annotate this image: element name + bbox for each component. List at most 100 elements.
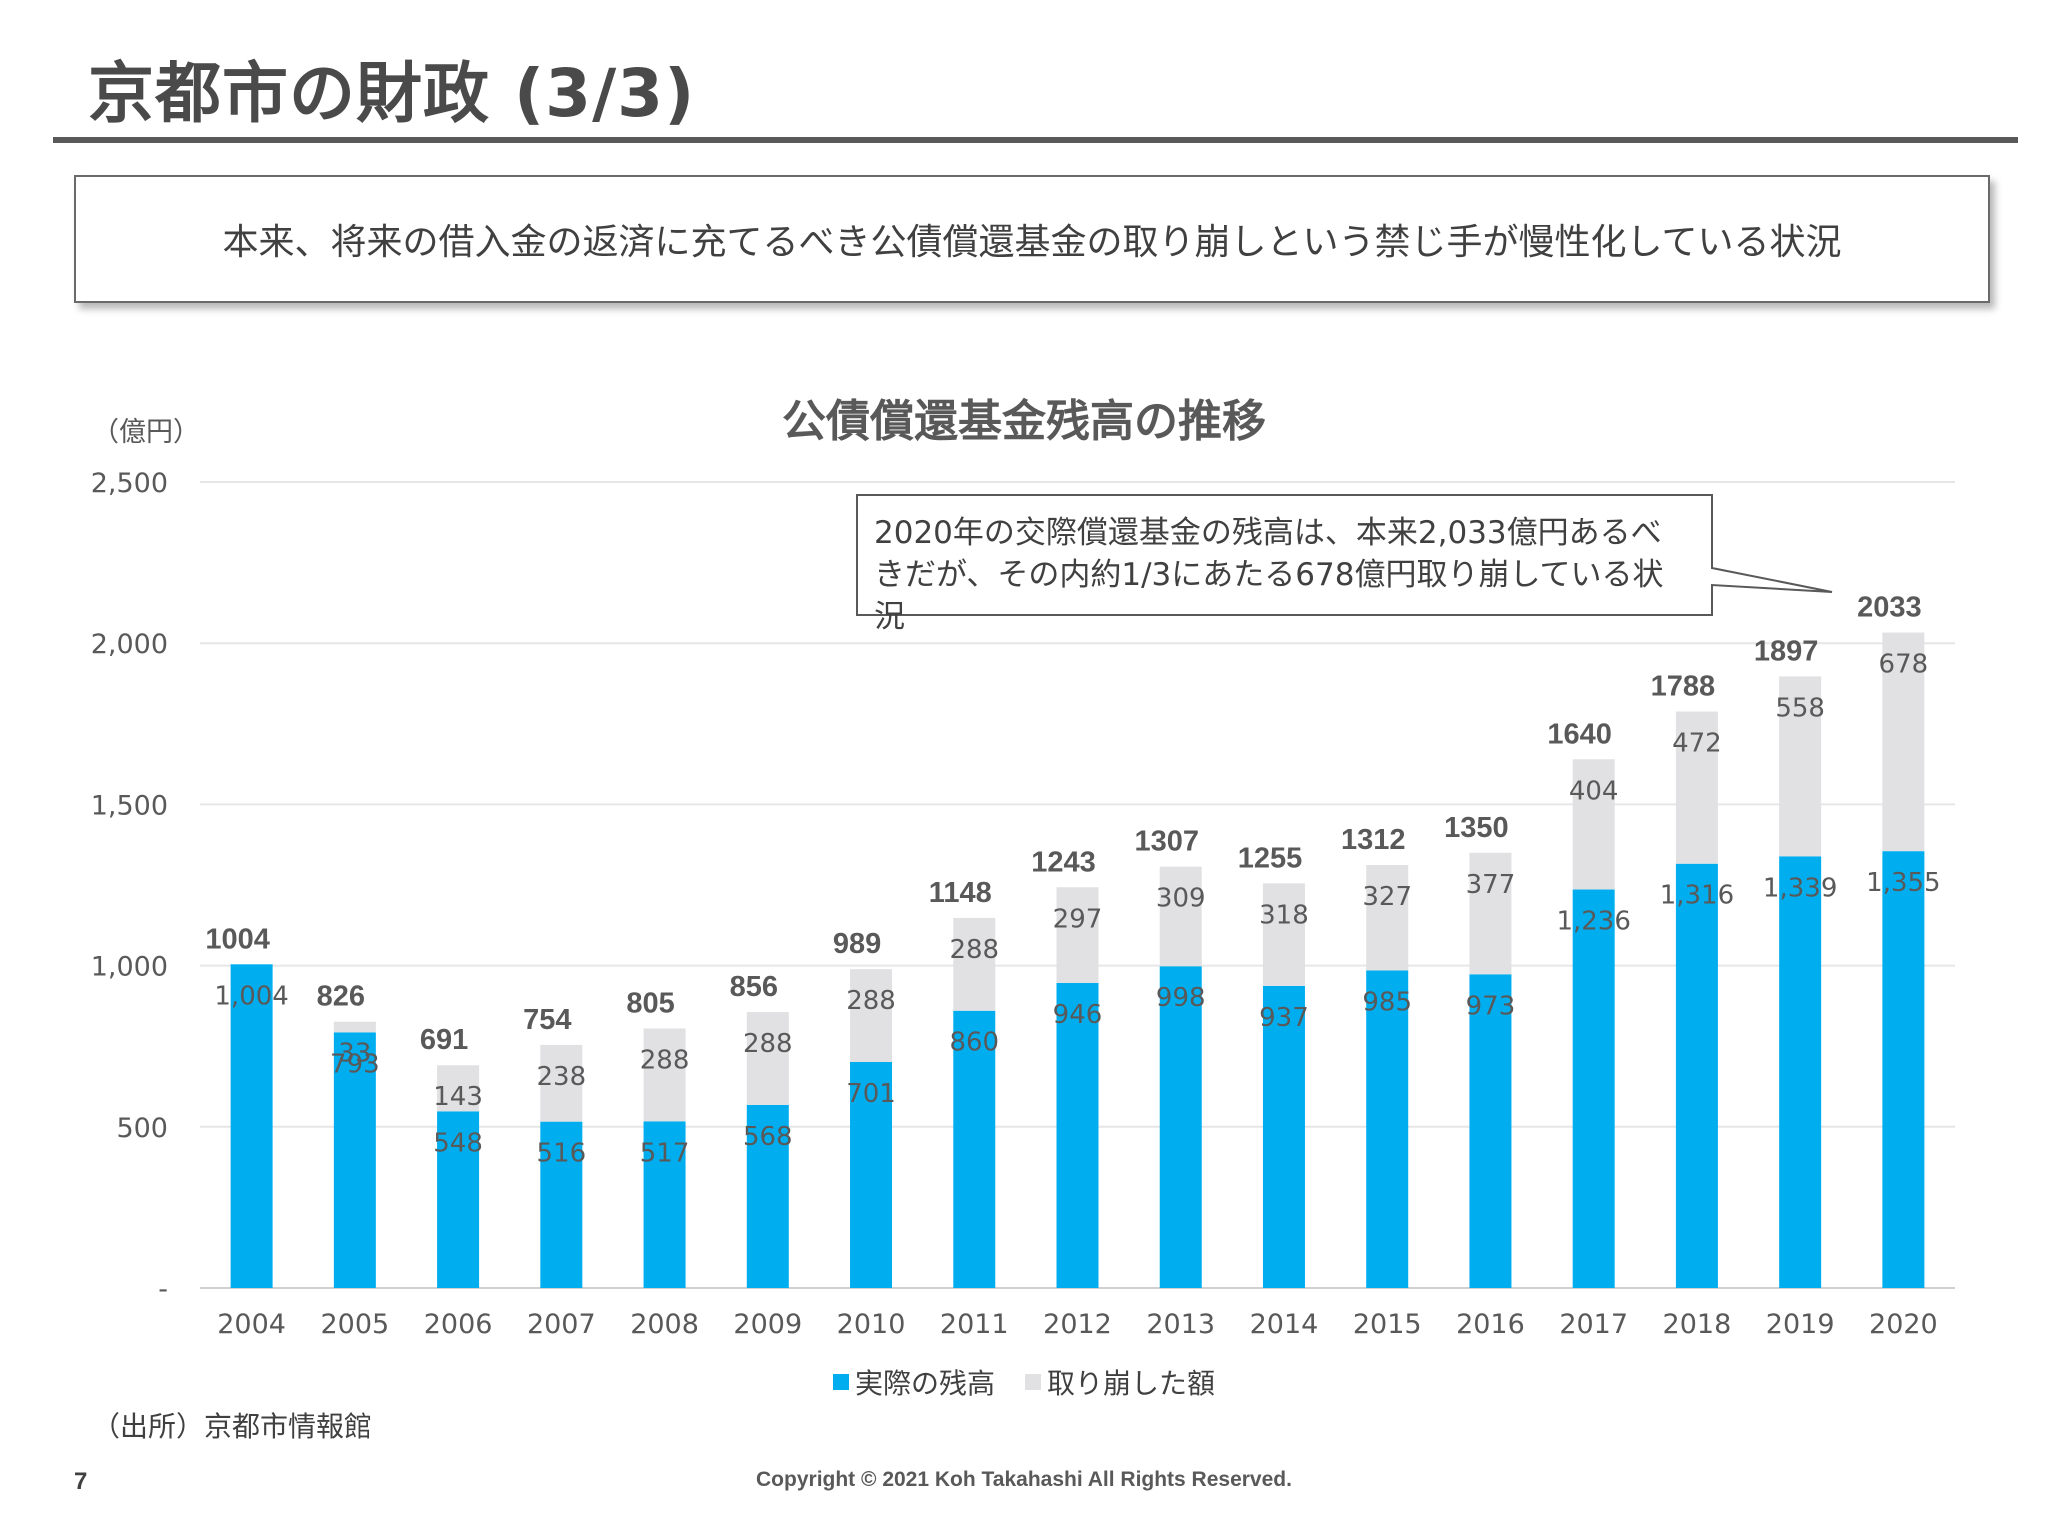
- source-note: （出所）京都市情報館: [92, 1410, 373, 1443]
- data-label-total-2018: 1788: [1651, 671, 1716, 703]
- data-label-withdrawn-2011: 288: [949, 935, 999, 965]
- x-tick-label-2004: 2004: [217, 1309, 286, 1340]
- data-label-actual-2014: 937: [1259, 1003, 1309, 1033]
- legend-label-withdrawn: 取り崩した額: [1047, 1367, 1216, 1400]
- bar-actual-2010: [850, 1061, 893, 1288]
- callout-text: 2020年の交際償還基金の残高は、本来2,033億円あるべ きだが、その内約1/…: [874, 512, 1694, 638]
- data-label-total-2010: 989: [833, 928, 881, 960]
- bar-actual-2015: [1366, 970, 1409, 1288]
- bar-withdrawn-2018: [1675, 711, 1718, 864]
- bar-actual-2016: [1469, 974, 1512, 1288]
- data-label-actual-2007: 516: [537, 1139, 587, 1169]
- data-label-total-2014: 1255: [1238, 842, 1303, 874]
- x-tick-label-2011: 2011: [940, 1309, 1009, 1340]
- data-label-actual-2015: 985: [1362, 987, 1412, 1017]
- data-label-withdrawn-2009: 288: [743, 1029, 793, 1059]
- bar-withdrawn-2016: [1469, 852, 1512, 975]
- y-tick-label: 2,000: [91, 629, 168, 660]
- callout-bubble: [856, 494, 1833, 616]
- data-label-withdrawn-2006: 143: [433, 1082, 483, 1112]
- data-label-total-2008: 805: [626, 987, 674, 1019]
- copyright-notice: Copyright © 2021 Koh Takahashi All Right…: [756, 1468, 1292, 1491]
- x-tick-label-2010: 2010: [837, 1309, 906, 1340]
- bar-withdrawn-2009: [746, 1012, 789, 1105]
- x-tick-label-2013: 2013: [1146, 1309, 1215, 1340]
- data-label-withdrawn-2014: 318: [1259, 900, 1309, 930]
- y-tick-label: 1,000: [91, 952, 168, 983]
- data-label-total-2005: 826: [317, 981, 365, 1013]
- data-label-withdrawn-2008: 288: [640, 1045, 690, 1075]
- x-tick-label-2019: 2019: [1766, 1309, 1835, 1340]
- x-tick-label-2017: 2017: [1559, 1309, 1628, 1340]
- data-label-total-2011: 1148: [929, 877, 992, 909]
- data-label-total-2009: 856: [730, 971, 778, 1003]
- y-tick-label: 1,500: [91, 790, 168, 821]
- data-label-withdrawn-2013: 309: [1156, 884, 1206, 914]
- data-label-withdrawn-2012: 297: [1053, 904, 1103, 934]
- data-label-actual-2004: 1,004: [214, 981, 288, 1011]
- data-label-actual-2018: 1,316: [1660, 881, 1734, 911]
- data-label-actual-2019: 1,339: [1763, 873, 1837, 903]
- bar-withdrawn-2019: [1779, 676, 1822, 857]
- bar-actual-2004: [230, 964, 273, 1288]
- x-tick-label-2008: 2008: [630, 1309, 699, 1340]
- bar-withdrawn-2013: [1159, 866, 1202, 967]
- y-axis-unit-label: （億円）: [92, 417, 200, 448]
- bar-withdrawn-2010: [850, 969, 893, 1062]
- bar-actual-2006: [437, 1111, 480, 1288]
- data-label-actual-2006: 548: [433, 1128, 483, 1158]
- bar-withdrawn-2011: [953, 917, 996, 1011]
- data-label-total-2012: 1243: [1031, 846, 1096, 878]
- data-label-total-2020: 2033: [1857, 592, 1922, 624]
- x-tick-label-2015: 2015: [1353, 1309, 1422, 1340]
- x-tick-label-2006: 2006: [424, 1309, 493, 1340]
- legend-item-withdrawn: 取り崩した額: [1025, 1362, 1215, 1402]
- data-label-actual-2008: 517: [640, 1138, 690, 1168]
- y-tick-label: 2,500: [91, 468, 168, 499]
- bar-actual-2013: [1159, 966, 1202, 1288]
- data-label-withdrawn-2010: 288: [846, 986, 896, 1016]
- data-label-withdrawn-2016: 377: [1466, 870, 1516, 900]
- axis-labels: - 500 1,000 1,500 2,000 2,500 2004 2005 2006 2007…: [91, 468, 1938, 1340]
- data-label-actual-2016: 973: [1466, 991, 1516, 1021]
- x-tick-label-2009: 2009: [733, 1309, 802, 1340]
- bar-withdrawn-2006: [437, 1065, 480, 1112]
- data-label-withdrawn-2018: 472: [1672, 729, 1722, 759]
- bar-actual-2009: [746, 1104, 789, 1288]
- y-tick-label: -: [158, 1274, 168, 1305]
- bar-actual-2007: [540, 1121, 583, 1288]
- x-tick-label-2007: 2007: [527, 1309, 596, 1340]
- data-label-actual-2012: 946: [1053, 1000, 1103, 1030]
- summary-box: 本来、将来の借入金の返済に充てるべき公債償還基金の取り崩しという禁じ手が慢性化し…: [74, 175, 1990, 303]
- bar-withdrawn-2007: [540, 1044, 583, 1122]
- bar-actual-2020: [1882, 851, 1925, 1288]
- data-label-withdrawn-2017: 404: [1569, 776, 1619, 806]
- data-label-actual-2017: 1,236: [1556, 907, 1630, 937]
- bar-actual-2005: [333, 1032, 376, 1288]
- data-label-total-2006: 691: [420, 1024, 468, 1056]
- data-label-withdrawn-2005: 33: [338, 1039, 371, 1069]
- page-number: 7: [74, 1468, 88, 1495]
- data-label-withdrawn-2020: 678: [1879, 650, 1929, 680]
- chart-title: 公債償還基金残高の推移: [782, 396, 1266, 447]
- bar-actual-2008: [643, 1121, 686, 1288]
- chart-legend: 実際の残高 取り崩した額: [0, 1362, 2048, 1402]
- data-label-total-2013: 1307: [1134, 826, 1199, 858]
- x-tick-label-2016: 2016: [1456, 1309, 1525, 1340]
- summary-text: 本来、将来の借入金の返済に充てるべき公債償還基金の取り崩しという禁じ手が慢性化し…: [222, 222, 1842, 263]
- data-label-total-2017: 1640: [1547, 718, 1612, 750]
- data-label-withdrawn-2007: 238: [537, 1062, 587, 1092]
- legend-swatch-withdrawn: [1025, 1374, 1041, 1390]
- data-label-actual-2013: 998: [1156, 983, 1206, 1013]
- bar-withdrawn-2014: [1262, 883, 1305, 986]
- x-tick-label-2018: 2018: [1663, 1309, 1732, 1340]
- bar-actual-2018: [1675, 863, 1718, 1288]
- data-label-total-2016: 1350: [1444, 812, 1509, 844]
- bar-withdrawn-2012: [1056, 887, 1099, 984]
- bar-withdrawn-2015: [1366, 865, 1409, 971]
- data-label-total-2015: 1312: [1341, 824, 1406, 856]
- data-label-total-2019: 1897: [1754, 635, 1819, 667]
- data-label-actual-2005: 793: [330, 1049, 380, 1079]
- data-label-actual-2010: 701: [846, 1079, 896, 1109]
